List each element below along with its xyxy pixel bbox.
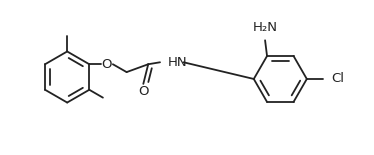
- Text: Cl: Cl: [331, 73, 344, 85]
- Text: H₂N: H₂N: [252, 21, 278, 34]
- Text: O: O: [102, 58, 112, 71]
- Text: O: O: [138, 85, 148, 98]
- Text: HN: HN: [168, 56, 187, 69]
